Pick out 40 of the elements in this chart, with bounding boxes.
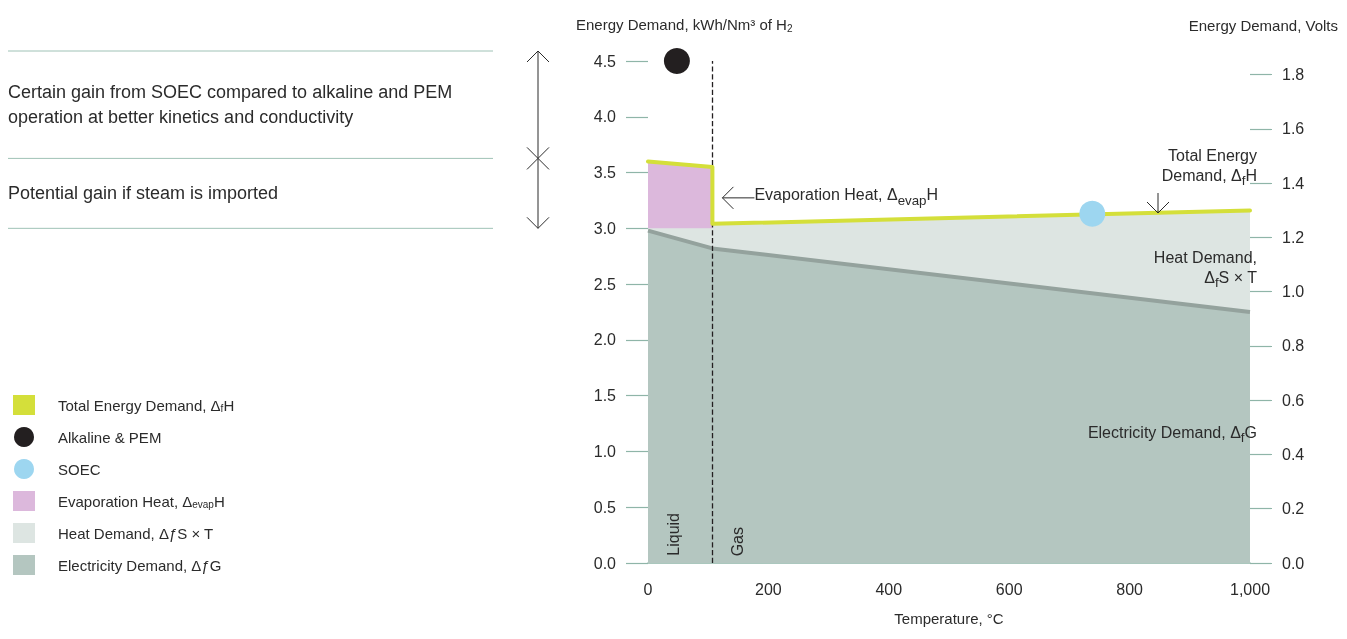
y-tick-label: 3.0 <box>593 219 617 237</box>
annotation: Liquid <box>664 513 684 556</box>
text: Certain gain from SOEC compared to alkaline and PEM operation at better kinetics and conductivity <box>8 80 454 129</box>
x-tick-label: 0 <box>643 580 653 598</box>
y-tick-label: 1.5 <box>593 387 617 405</box>
y-tick-label: 4.0 <box>593 108 617 126</box>
text: Potential gain if steam is imported <box>8 181 280 205</box>
legend-label: Electricity Demand, ΔƒG <box>58 556 222 574</box>
x-tick-label: 1,000 <box>1229 580 1271 598</box>
y2-tick-label: 1.6 <box>1282 120 1305 138</box>
y2-tick-label: 1.0 <box>1282 283 1305 301</box>
y-tick-label: 0.0 <box>593 554 617 572</box>
y2-tick-label: 0.6 <box>1282 391 1305 409</box>
legend-label: Alkaline & PEM <box>58 428 162 446</box>
x-tick-label: 800 <box>1116 580 1144 598</box>
y-tick-label: 4.5 <box>593 52 617 70</box>
annotation: Heat Demand, Δ$_{f}$S × T <box>1152 248 1257 293</box>
annotation: Evaporation Heat, Δ$_{evap}$H <box>754 185 939 210</box>
x-tick-label: 600 <box>995 580 1023 598</box>
annotation: Gas <box>728 526 748 556</box>
annotation: Total Energy Demand, Δ$_{f}$H <box>1160 146 1257 191</box>
y2-tick-label: 0.0 <box>1282 554 1305 572</box>
y2-tick-label: 0.4 <box>1282 445 1305 463</box>
y-tick-label: 2.0 <box>593 331 617 349</box>
x-tick-label: 400 <box>875 580 903 598</box>
y-tick-label: 3.5 <box>593 164 617 182</box>
y-tick-label: 0.5 <box>593 498 617 516</box>
legend-label: SOEC <box>58 460 101 478</box>
x-tick-label: 200 <box>755 580 782 598</box>
x-axis-title: Temperature, °C <box>894 610 1004 627</box>
y2-tick-label: 1.8 <box>1282 66 1305 84</box>
y2-tick-label: 0.8 <box>1282 337 1305 355</box>
y-tick-label: 1.0 <box>593 442 617 460</box>
y2-tick-label: 1.4 <box>1282 174 1305 192</box>
y2-tick-label: 0.2 <box>1282 500 1305 518</box>
legend-label: Heat Demand, ΔƒS × T <box>58 524 214 542</box>
y2-tick-label: 1.2 <box>1282 228 1305 246</box>
y2-axis-title: Energy Demand, Volts <box>1188 17 1338 34</box>
annotation: Electricity Demand, Δ$_{f}$G <box>1086 423 1257 448</box>
y-tick-label: 2.5 <box>593 275 617 293</box>
